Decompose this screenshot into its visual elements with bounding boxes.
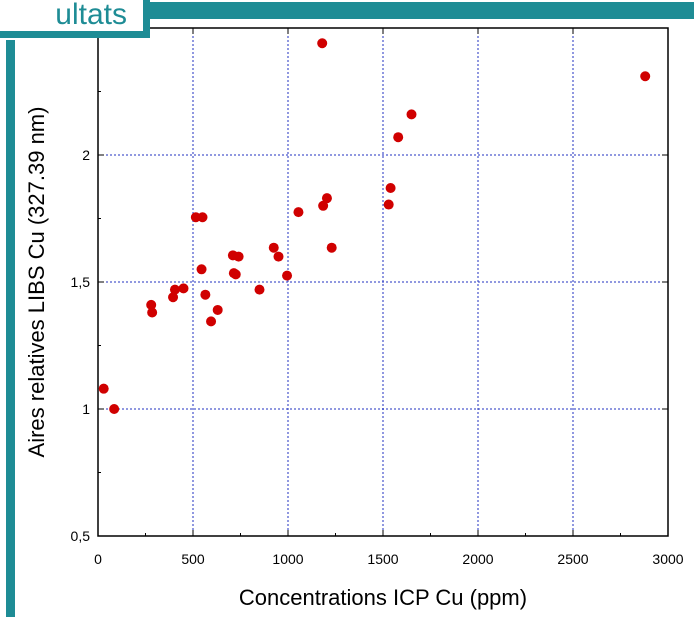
data-point: [196, 264, 207, 275]
data-point: [98, 383, 109, 394]
data-point: [282, 270, 293, 281]
x-axis-title: Concentrations ICP Cu (ppm): [239, 585, 527, 610]
data-point: [212, 304, 223, 315]
x-tick-label: 2000: [462, 551, 493, 567]
x-tick-label: 0: [94, 551, 102, 567]
x-tick-label: 3000: [652, 551, 683, 567]
section-title-tab: ultats: [0, 0, 150, 38]
data-point: [385, 183, 396, 194]
data-point: [206, 316, 217, 327]
data-point: [109, 404, 120, 414]
x-tick-label: 1500: [367, 551, 398, 567]
data-point: [293, 207, 304, 218]
data-point: [326, 242, 337, 253]
data-point: [273, 251, 284, 262]
data-points: [98, 38, 651, 414]
data-point: [383, 199, 394, 210]
data-point: [393, 132, 404, 143]
data-point: [178, 283, 189, 294]
data-point: [147, 307, 158, 318]
y-tick-label: 1: [82, 401, 90, 417]
data-point: [169, 284, 180, 295]
data-point: [268, 242, 279, 253]
data-point: [318, 200, 329, 211]
data-point: [640, 71, 651, 82]
y-axis-title: Aires relatives LIBS Cu (327.39 nm): [24, 107, 49, 458]
tick-labels: 0 500 1000 1500 2000 2500 3000 0,5 1 1,5 2: [71, 147, 684, 567]
data-point: [254, 284, 265, 295]
x-tick-label: 500: [181, 551, 205, 567]
x-tick-label: 1000: [272, 551, 303, 567]
x-tick-label: 2500: [557, 551, 588, 567]
header-accent-bar: [150, 2, 694, 19]
data-point: [321, 193, 332, 204]
grid-lines: [97, 28, 669, 537]
data-point: [406, 109, 417, 120]
data-point: [146, 299, 157, 310]
y-tick-label: 0,5: [71, 528, 91, 544]
data-point: [233, 251, 244, 262]
data-point: [230, 269, 241, 280]
y-tick-label: 2: [82, 147, 90, 163]
data-point: [197, 212, 208, 223]
data-point: [200, 289, 211, 300]
data-point: [168, 292, 179, 303]
side-accent-bar: [6, 40, 15, 617]
section-title: ultats: [55, 0, 127, 31]
data-point: [317, 38, 328, 49]
y-tick-label: 1,5: [71, 274, 91, 290]
